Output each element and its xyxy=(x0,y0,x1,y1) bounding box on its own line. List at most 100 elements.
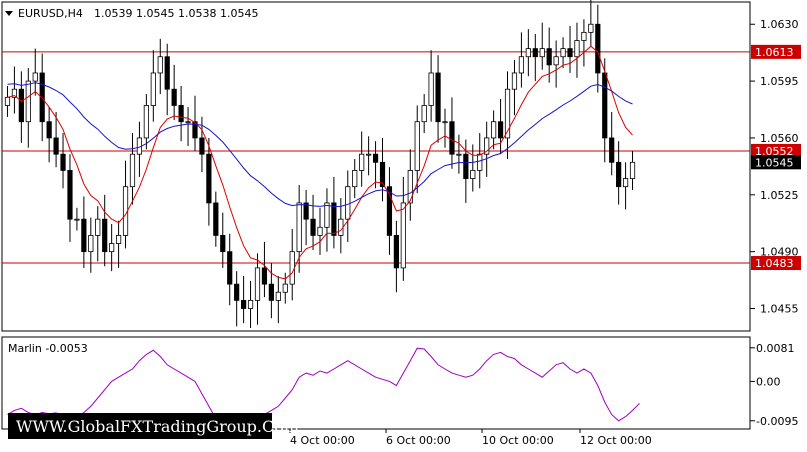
candle-body xyxy=(95,218,101,236)
candle-body xyxy=(616,161,622,188)
price-axis: 1.0630 1.0595 1.0560 1.0525 1.0490 1.0455 xyxy=(750,18,799,316)
candle-body xyxy=(32,72,38,82)
indicator-tick-label: 0.0081 xyxy=(756,342,795,355)
candle-body xyxy=(234,283,240,301)
time-tick-label: 4 Oct 00:00 xyxy=(290,434,355,447)
candle-body xyxy=(213,202,219,236)
candle-body xyxy=(546,48,552,66)
candle-body xyxy=(310,218,316,236)
candle-body xyxy=(143,105,149,139)
candle-body xyxy=(227,251,233,285)
candle-body xyxy=(609,137,615,163)
candle-body xyxy=(567,48,573,58)
candle-body xyxy=(504,88,511,139)
candle-body xyxy=(150,72,156,106)
ohlc-label: 1.0539 1.0545 1.0538 1.0545 xyxy=(94,7,258,20)
time-tick-label: 12 Oct 00:00 xyxy=(580,434,652,447)
candle-body xyxy=(414,121,420,171)
candle-body xyxy=(81,218,87,253)
indicator-axis: 0.0081 0.00 -0.0095 xyxy=(750,342,798,428)
candle-body xyxy=(456,153,462,156)
candle-body xyxy=(164,56,170,90)
candle-body xyxy=(109,243,115,253)
moving-averages xyxy=(7,45,633,280)
price-tick-label: 1.0455 xyxy=(760,303,799,316)
watermark-text: WWW.GlobalFXTradingGroup.Com xyxy=(16,417,299,436)
candle-body xyxy=(345,186,351,220)
candle-body xyxy=(574,40,580,58)
candle-body xyxy=(157,56,163,74)
candle-body xyxy=(220,235,226,253)
candle-body xyxy=(303,202,309,220)
candle-body xyxy=(4,96,11,106)
symbol-label: EURUSD,H4 xyxy=(18,7,83,20)
candle-body xyxy=(192,121,198,139)
indicator-panel xyxy=(1,336,751,430)
candle-body xyxy=(393,235,399,269)
current-price-label: 1.0545 xyxy=(755,156,794,169)
candle-body xyxy=(359,153,365,171)
candle-body xyxy=(39,72,45,123)
price-tick-label: 1.0560 xyxy=(760,132,799,145)
candle-body xyxy=(247,299,254,309)
candle-body xyxy=(60,153,66,171)
candle-body xyxy=(518,56,525,74)
level-price-box xyxy=(751,256,801,271)
candle-body xyxy=(470,170,476,179)
indicator-tick-label: -0.0095 xyxy=(756,415,798,428)
candle-body xyxy=(178,105,184,123)
candle-body xyxy=(553,56,559,66)
time-tick-label: 10 Oct 00:00 xyxy=(482,434,554,447)
candle-body xyxy=(366,153,372,156)
candle-body xyxy=(185,121,191,124)
marlin-line xyxy=(7,347,640,426)
current-price-box xyxy=(751,155,801,170)
candle-body xyxy=(129,153,136,188)
candle-body xyxy=(421,105,427,123)
candle-body xyxy=(372,153,379,163)
candle-body xyxy=(581,31,587,41)
candle-body xyxy=(400,202,406,269)
watermark-box xyxy=(8,413,272,439)
price-boxes: 1.0613 1.0552 1.0483 1.0545 xyxy=(751,44,801,271)
candle-body xyxy=(484,137,490,155)
candle-body xyxy=(289,251,295,285)
candle-body xyxy=(477,153,483,171)
candle-body xyxy=(254,267,261,301)
candle-body xyxy=(275,291,281,301)
candle-body xyxy=(102,218,108,253)
candle-body xyxy=(525,48,531,58)
price-tick-label: 1.0525 xyxy=(760,189,799,202)
slow-ma-line xyxy=(7,82,633,208)
candle-body xyxy=(407,170,413,204)
candle-body xyxy=(629,161,636,179)
candle-body xyxy=(206,153,212,204)
candle-body xyxy=(435,72,441,123)
candle-body xyxy=(324,202,330,228)
candle-body xyxy=(428,72,434,106)
candle-body xyxy=(449,121,455,155)
candle-body xyxy=(115,235,122,244)
candle-body xyxy=(67,170,73,220)
price-tick-label: 1.0490 xyxy=(760,246,799,259)
candle-body xyxy=(532,48,538,58)
collapse-triangle-icon[interactable] xyxy=(5,11,13,16)
price-tick-label: 1.0595 xyxy=(760,75,799,88)
level-price-label: 1.0483 xyxy=(755,257,794,270)
candle-body xyxy=(442,121,448,124)
candle-body xyxy=(511,72,518,90)
level-price-box xyxy=(751,143,801,158)
candle-body xyxy=(560,48,566,58)
indicator-title: Marlin -0.0053 xyxy=(8,342,88,355)
candle-body xyxy=(282,283,288,293)
candles xyxy=(4,0,636,328)
candle-body xyxy=(268,283,274,301)
level-price-box xyxy=(751,44,801,59)
main-panel xyxy=(1,1,751,332)
candle-body xyxy=(88,235,94,253)
candle-body xyxy=(25,80,31,123)
time-axis: 4 Oct 00:00 6 Oct 00:00 10 Oct 00:00 12 Oct… xyxy=(289,429,652,447)
candle-body xyxy=(317,226,323,236)
candle-body xyxy=(331,202,337,236)
